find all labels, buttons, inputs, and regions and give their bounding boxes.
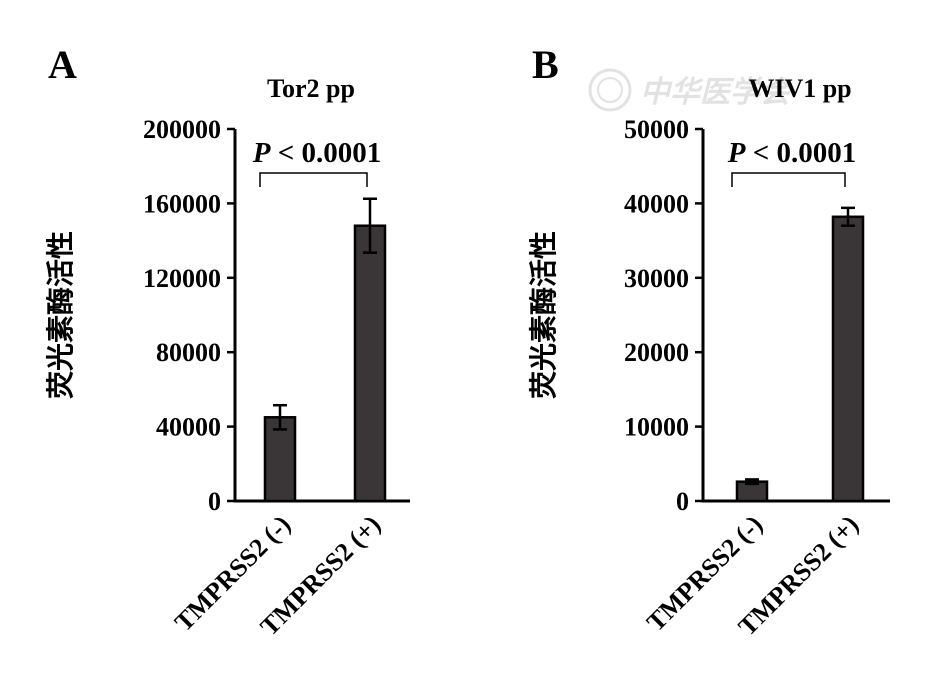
y-tick-label: 50000	[624, 115, 689, 144]
p-symbol: P	[252, 137, 271, 169]
y-tick-label: 160000	[143, 189, 221, 218]
svg-text:中华医学会: 中华医学会	[640, 75, 794, 110]
y-tick-label: 0	[208, 487, 221, 516]
chart-panel-b: B WIV1 pp 荧光素酶活性 0 10000 20000 30000 40000 50000…	[527, 42, 890, 641]
p-value-annotation: P < 0.0001	[252, 137, 382, 169]
y-tick-label: 0	[676, 487, 689, 516]
y-tick-label: 20000	[624, 338, 689, 367]
p-value-text: < 0.0001	[745, 137, 856, 169]
chart-title: Tor2 pp	[267, 74, 355, 103]
watermark: 中华医学会	[588, 68, 794, 112]
y-tick-label: 40000	[156, 413, 221, 442]
panel-label: B	[532, 42, 559, 87]
bar	[353, 224, 387, 503]
p-symbol: P	[727, 137, 746, 169]
y-tick-label: 40000	[624, 189, 689, 218]
p-value-annotation: P < 0.0001	[727, 137, 857, 169]
y-tick-label: 10000	[624, 413, 689, 442]
y-tick-label: 120000	[143, 264, 221, 293]
significance-bracket	[731, 172, 846, 187]
y-axis-label: 荧光素酶活性	[527, 231, 560, 399]
chart-panel-a: A Tor2 pp 荧光素酶活性 0 40000 80000 120000 160000 200…	[44, 42, 410, 641]
bar	[831, 215, 865, 503]
y-tick-label: 80000	[156, 338, 221, 367]
y-axis-label: 荧光素酶活性	[44, 231, 77, 399]
y-tick-label: 30000	[624, 264, 689, 293]
p-value-text: < 0.0001	[270, 137, 381, 169]
panel-label: A	[48, 42, 77, 87]
chart-title: WIV1 pp	[748, 74, 851, 103]
significance-bracket	[259, 172, 368, 187]
y-tick-label: 200000	[143, 115, 221, 144]
